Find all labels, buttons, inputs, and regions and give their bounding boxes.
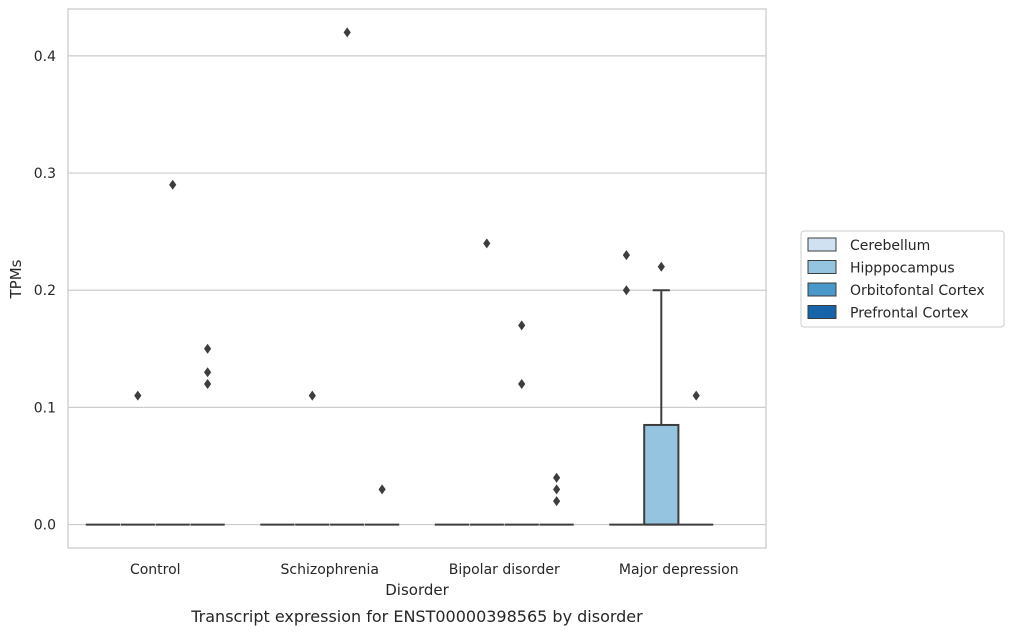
plot-frame	[67, 8, 767, 549]
box-groups	[85, 289, 714, 526]
outlier-point	[622, 250, 630, 261]
outlier-point	[483, 238, 491, 249]
y-axis-ticks: 0.0 0.1 0.2 0.3 0.4	[34, 49, 56, 534]
outlier-point	[169, 179, 177, 190]
box-hipppocampus	[643, 289, 680, 526]
x-axis-ticks: Control Schizophrenia Bipolar disorder Majo…	[130, 562, 739, 578]
y-tick-label: 0.4	[34, 49, 56, 65]
legend-swatch	[807, 282, 837, 297]
legend-swatch	[807, 305, 837, 319]
legend-label: Cerebellum	[850, 238, 930, 254]
outlier-point	[204, 367, 212, 378]
figure-caption: Transcript expression for ENST0000039856…	[190, 607, 643, 626]
legend-swatch	[807, 237, 837, 252]
y-tick-label: 0.1	[34, 400, 56, 416]
outlier-point	[204, 343, 212, 354]
y-axis-label: TPMs	[7, 259, 25, 299]
legend-label: Prefrontal Cortex	[850, 306, 969, 322]
legend-swatch	[807, 260, 837, 274]
legend-frame	[800, 230, 1005, 328]
x-tick-label: Major depression	[619, 562, 739, 578]
outlier-point	[692, 390, 700, 401]
outlier-point	[657, 261, 665, 272]
outlier-point	[518, 378, 526, 389]
legend: Cerebellum Hipppocampus Orbitofontal Corte…	[800, 230, 1005, 328]
outlier-point	[134, 390, 142, 401]
outlier-point	[518, 320, 526, 331]
outlier-point	[553, 484, 561, 495]
outlier-points	[134, 27, 700, 507]
box-body	[643, 423, 680, 526]
y-tick-label: 0.0	[34, 518, 56, 534]
legend-label: Orbitofontal Cortex	[850, 283, 985, 299]
legend-label: Hipppocampus	[850, 261, 955, 277]
y-tick-label: 0.3	[34, 166, 56, 182]
outlier-point	[204, 378, 212, 389]
outlier-point	[553, 496, 561, 507]
y-tick-label: 0.2	[34, 283, 56, 299]
x-tick-label: Bipolar disorder	[449, 562, 560, 578]
outlier-point	[378, 484, 386, 495]
x-axis-label: Disorder	[385, 581, 449, 599]
x-tick-label: Schizophrenia	[281, 562, 379, 578]
outlier-point	[553, 472, 561, 483]
outlier-point	[622, 285, 630, 296]
outlier-point	[308, 390, 316, 401]
x-tick-label: Control	[130, 562, 181, 578]
outlier-point	[343, 27, 351, 38]
